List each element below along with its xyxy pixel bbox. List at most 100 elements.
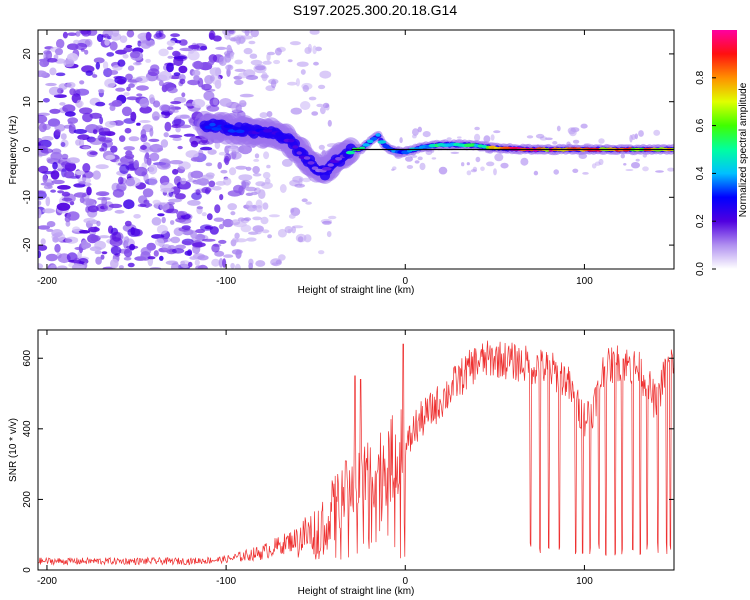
noise-blob bbox=[218, 239, 227, 244]
ridge-core bbox=[223, 124, 234, 129]
noise-blob bbox=[104, 78, 116, 88]
noise-blob bbox=[287, 81, 297, 86]
x-tick-label: 100 bbox=[576, 576, 593, 587]
noise-blob bbox=[40, 148, 53, 154]
noise-blob bbox=[318, 144, 325, 150]
noise-blob bbox=[190, 140, 199, 148]
noise-blob bbox=[50, 189, 56, 193]
noise-blob bbox=[235, 249, 242, 259]
noise-blob bbox=[133, 61, 142, 66]
noise-blob bbox=[250, 59, 263, 66]
noise-blob bbox=[134, 166, 148, 177]
noise-blob bbox=[245, 200, 253, 209]
noise-blob bbox=[238, 72, 248, 79]
noise-blob bbox=[82, 112, 93, 123]
noise-blob bbox=[42, 208, 55, 214]
noise-blob bbox=[179, 114, 190, 119]
noise-blob bbox=[124, 220, 132, 227]
noise-blob bbox=[580, 123, 588, 129]
noise-blob bbox=[117, 59, 126, 67]
noise-blob bbox=[38, 250, 42, 259]
noise-blob bbox=[252, 216, 262, 221]
noise-blob bbox=[114, 209, 125, 214]
noise-blob bbox=[237, 217, 245, 222]
noise-blob bbox=[254, 227, 263, 235]
noise-blob bbox=[422, 131, 431, 138]
noise-blob bbox=[123, 92, 130, 96]
noise-blob bbox=[273, 59, 281, 65]
noise-blob bbox=[526, 135, 534, 139]
noise-blob bbox=[97, 197, 111, 201]
noise-blob bbox=[222, 218, 234, 228]
noise-blob bbox=[178, 218, 192, 224]
noise-blob bbox=[279, 184, 287, 193]
noise-blob bbox=[99, 116, 104, 125]
noise-blob bbox=[129, 243, 136, 251]
noise-blob bbox=[75, 31, 81, 37]
noise-blob bbox=[81, 239, 88, 250]
noise-blob bbox=[245, 186, 257, 192]
noise-blob bbox=[57, 185, 71, 190]
noise-blob bbox=[288, 213, 296, 219]
noise-blob bbox=[207, 60, 214, 66]
ridge-core bbox=[296, 151, 302, 155]
noise-blob bbox=[38, 244, 48, 251]
noise-blob bbox=[125, 73, 133, 81]
noise-blob bbox=[582, 172, 589, 175]
noise-blob bbox=[262, 60, 272, 65]
noise-blob bbox=[168, 134, 183, 138]
noise-blob bbox=[194, 259, 200, 266]
noise-blob bbox=[86, 186, 92, 196]
noise-blob bbox=[206, 213, 213, 221]
noise-blob bbox=[170, 33, 181, 38]
noise-blob bbox=[168, 75, 182, 80]
noise-blob bbox=[123, 199, 135, 210]
noise-blob bbox=[260, 74, 269, 79]
noise-blob bbox=[252, 204, 257, 209]
noise-blob bbox=[215, 181, 226, 186]
colorbar-tick-label: 0.2 bbox=[695, 214, 706, 228]
noise-blob bbox=[305, 201, 312, 205]
noise-blob bbox=[60, 133, 67, 140]
noise-blob bbox=[174, 193, 186, 200]
noise-blob bbox=[156, 224, 168, 235]
noise-blob bbox=[82, 146, 91, 149]
noise-blob bbox=[150, 64, 160, 72]
noise-blob bbox=[572, 168, 579, 173]
noise-blob bbox=[38, 137, 43, 144]
noise-blob bbox=[51, 229, 63, 238]
noise-blob bbox=[195, 189, 201, 196]
x-tick-label: 100 bbox=[576, 276, 593, 287]
noise-blob bbox=[238, 174, 253, 181]
noise-blob bbox=[493, 130, 501, 134]
noise-blob bbox=[461, 162, 465, 167]
noise-blob bbox=[156, 162, 171, 170]
x-tick-label: 0 bbox=[402, 576, 408, 587]
ridge-core bbox=[366, 139, 374, 144]
noise-blob bbox=[140, 145, 147, 150]
noise-blob bbox=[142, 124, 154, 133]
noise-blob bbox=[108, 203, 123, 209]
noise-blob bbox=[54, 129, 61, 136]
noise-blob bbox=[239, 99, 246, 104]
noise-blob bbox=[57, 190, 64, 194]
noise-blob bbox=[227, 64, 232, 69]
noise-blob bbox=[119, 35, 128, 43]
noise-blob bbox=[179, 47, 194, 52]
noise-blob bbox=[642, 166, 649, 172]
noise-blob bbox=[171, 248, 185, 254]
noise-blob bbox=[166, 40, 176, 46]
noise-blob bbox=[64, 111, 76, 117]
noise-blob bbox=[218, 151, 226, 156]
noise-blob bbox=[475, 156, 481, 163]
noise-blob bbox=[201, 186, 212, 194]
noise-blob bbox=[80, 48, 85, 52]
noise-blob bbox=[50, 170, 60, 180]
noise-blob bbox=[252, 166, 260, 174]
noise-blob bbox=[172, 168, 179, 175]
noise-blob bbox=[119, 164, 129, 175]
noise-blob bbox=[65, 220, 71, 227]
noise-blob bbox=[38, 165, 49, 174]
noise-blob bbox=[480, 166, 485, 172]
